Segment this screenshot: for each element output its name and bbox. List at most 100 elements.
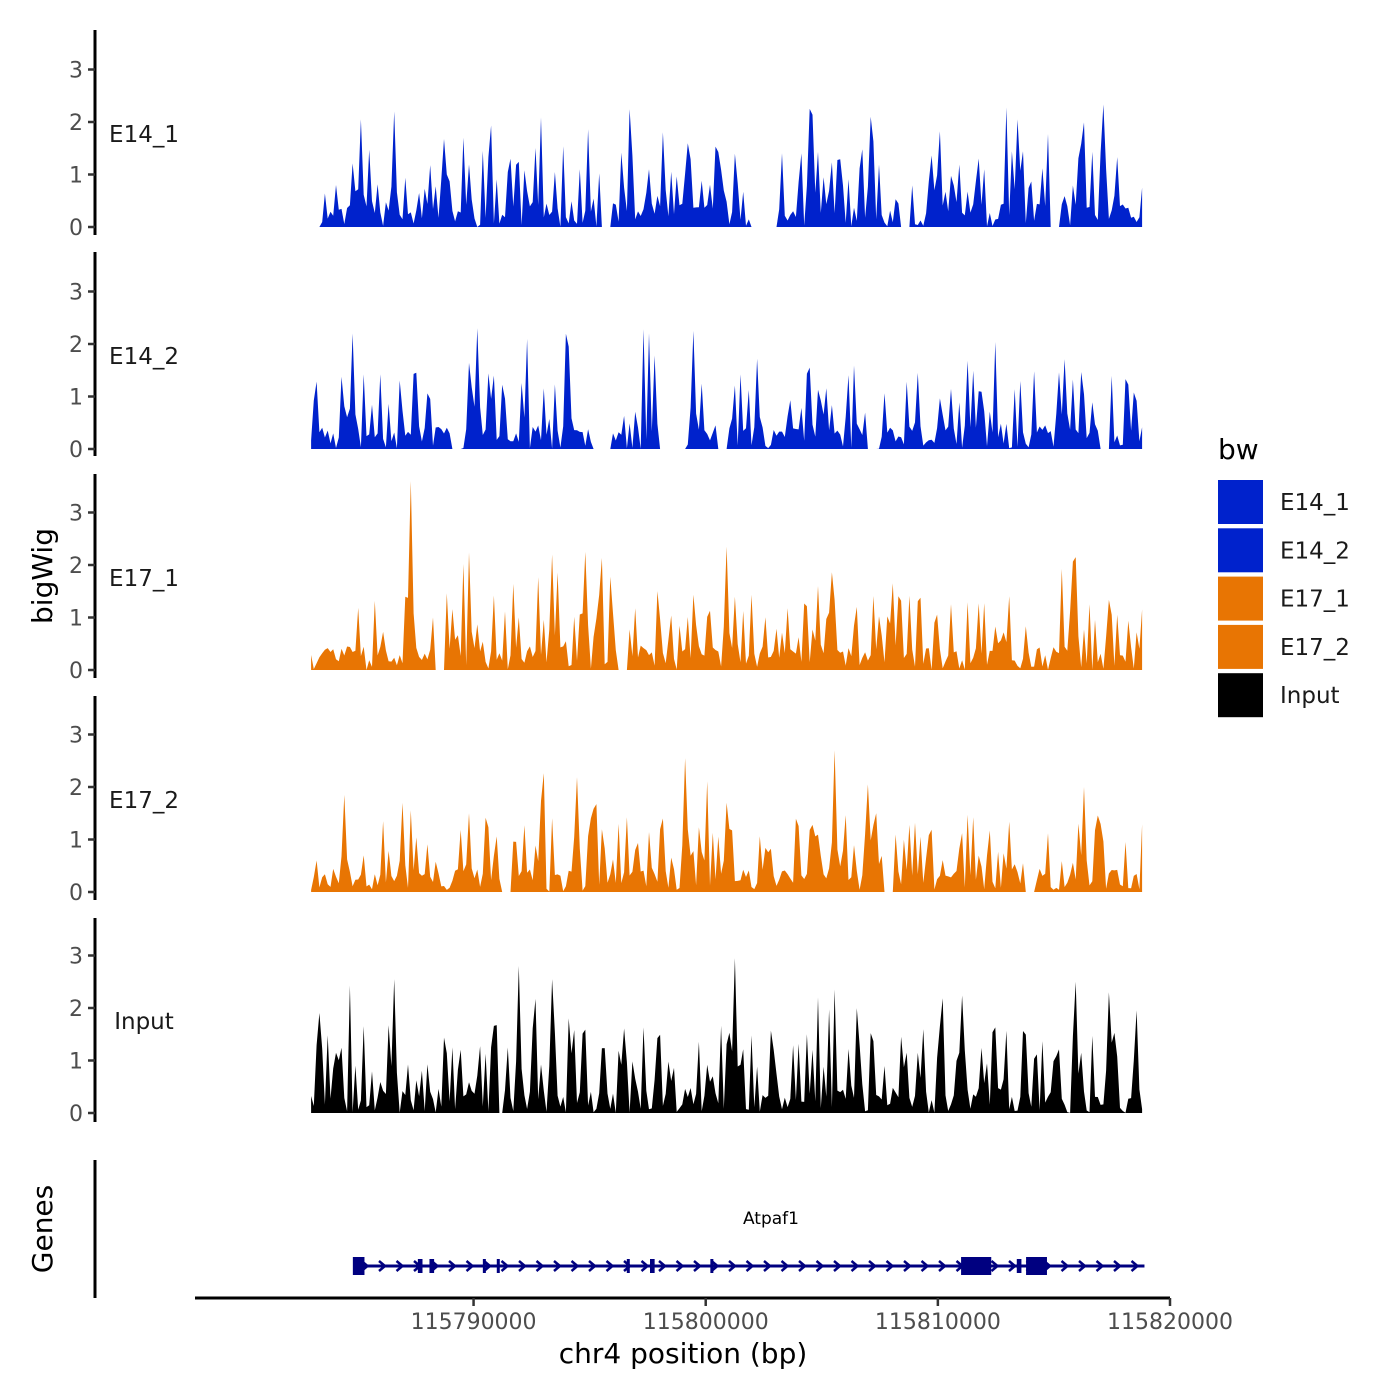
legend-label: E14_2 (1280, 538, 1350, 564)
y-tick-label: 0 (69, 659, 83, 684)
y-tick-label: 3 (69, 945, 83, 970)
track-E14_2: 0 1 2 3 E14_2 (69, 252, 1143, 463)
legend-label: E14_1 (1280, 490, 1350, 516)
x-tick-label: 115790000 (411, 1310, 537, 1335)
strand-arrow (535, 1260, 545, 1272)
legend-label: E17_1 (1280, 587, 1350, 613)
genes-track-title: Genes (26, 1185, 59, 1273)
strand-arrow (868, 1260, 877, 1272)
gene-exon (429, 1259, 435, 1273)
strand-arrow (1078, 1260, 1087, 1272)
legend-title: bw (1218, 433, 1259, 466)
legend: bw E14_1 E14_2 E17_1 E17_2 Input (1218, 433, 1350, 718)
signal-area-E14_2 (311, 328, 1143, 449)
gene-exon (1016, 1259, 1022, 1273)
legend-label: Input (1280, 683, 1340, 709)
strand-arrow (1130, 1260, 1140, 1272)
y-tick-label: 2 (69, 776, 83, 801)
strand-arrow (658, 1260, 667, 1272)
strand-arrow (553, 1260, 562, 1272)
y-tick-label: 3 (69, 502, 83, 527)
signal-area-E17_2 (311, 750, 1143, 892)
legend-swatch (1218, 480, 1263, 524)
strand-arrow (570, 1260, 580, 1272)
signal-area-Input (311, 958, 1143, 1113)
strand-arrow (483, 1260, 492, 1272)
y-tick-label: 1 (69, 829, 83, 854)
x-axis: 115790000 115800000 115810000 115820000 (195, 1296, 1233, 1335)
y-tick-label: 3 (69, 59, 83, 84)
strand-arrow (833, 1260, 842, 1272)
y-tick-label: 1 (69, 1050, 83, 1075)
gene-name-label: Atpaf1 (743, 1209, 799, 1229)
y-tick-label: 3 (69, 724, 83, 749)
strand-arrow (518, 1260, 527, 1272)
strand-arrow (815, 1260, 825, 1272)
track-label: E17_1 (109, 566, 179, 592)
strand-arrow (378, 1260, 387, 1272)
strand-arrow (1008, 1260, 1017, 1272)
strand-arrow (1095, 1260, 1105, 1272)
x-tick-label: 115820000 (1107, 1310, 1233, 1335)
legend-swatch (1218, 624, 1263, 669)
y-tick-label: 1 (69, 607, 83, 632)
signal-area-E17_1 (311, 481, 1143, 670)
gene-exon (352, 1257, 365, 1275)
track-label: E14_2 (109, 344, 179, 370)
track-E17_1: 0 1 2 3 E17_1 (69, 474, 1143, 684)
legend-swatch (1218, 673, 1263, 718)
track-E17_2: 0 1 2 3 E17_2 (69, 696, 1143, 906)
x-tick-label: 115800000 (643, 1310, 769, 1335)
signal-tracks: 0 1 2 3 E14_1 0 1 2 3 E14_2 0 1 2 3 E17_1 0 1 2 3 E17_2 0 1 2 3… (69, 30, 1143, 1127)
y-axis-title: bigWig (26, 528, 59, 624)
strand-arrow (710, 1260, 720, 1272)
strand-arrow (500, 1260, 510, 1272)
strand-arrow (623, 1260, 632, 1272)
y-tick-label: 2 (69, 333, 83, 358)
gene-exon (710, 1259, 714, 1273)
track-label: E17_2 (109, 788, 179, 814)
strand-arrow (588, 1260, 597, 1272)
signal-area-E14_1 (311, 104, 1143, 227)
gene-exon (961, 1257, 992, 1275)
strand-arrow (990, 1260, 1000, 1272)
track-Input: 0 1 2 3 Input (69, 918, 1143, 1127)
strand-arrow (763, 1260, 772, 1272)
y-tick-label: 0 (69, 881, 83, 906)
strand-arrow (903, 1260, 912, 1272)
y-tick-label: 3 (69, 281, 83, 306)
gene-exon (482, 1259, 486, 1273)
y-tick-label: 2 (69, 997, 83, 1022)
track-label: Input (114, 1009, 174, 1035)
legend-swatch (1218, 576, 1263, 621)
strand-arrow (675, 1260, 685, 1272)
gene-exon (496, 1259, 500, 1273)
x-tick-label: 115810000 (875, 1310, 1001, 1335)
strand-arrow (1113, 1260, 1122, 1272)
legend-swatch (1218, 528, 1263, 573)
gene-exon (1026, 1257, 1047, 1275)
strand-arrow (920, 1260, 930, 1272)
gene-exon (650, 1259, 655, 1273)
y-tick-label: 0 (69, 438, 83, 463)
strand-arrow (1060, 1260, 1070, 1272)
strand-arrow (395, 1260, 405, 1272)
strand-arrow (640, 1260, 650, 1272)
genes-track: Atpaf1 (93, 1160, 1145, 1298)
track-E14_1: 0 1 2 3 E14_1 (69, 30, 1143, 241)
strand-arrow (798, 1260, 807, 1272)
gene-exon (417, 1259, 423, 1273)
strand-arrow (745, 1260, 755, 1272)
y-tick-label: 1 (69, 386, 83, 411)
y-tick-label: 0 (69, 216, 83, 241)
strand-arrow (465, 1260, 475, 1272)
strand-arrow (780, 1260, 790, 1272)
strand-arrow (728, 1260, 737, 1272)
strand-arrow (605, 1260, 615, 1272)
track-label: E14_1 (109, 122, 179, 148)
strand-arrow (448, 1260, 457, 1272)
y-tick-label: 1 (69, 164, 83, 189)
strand-arrow (885, 1260, 895, 1272)
y-tick-label: 0 (69, 1102, 83, 1127)
